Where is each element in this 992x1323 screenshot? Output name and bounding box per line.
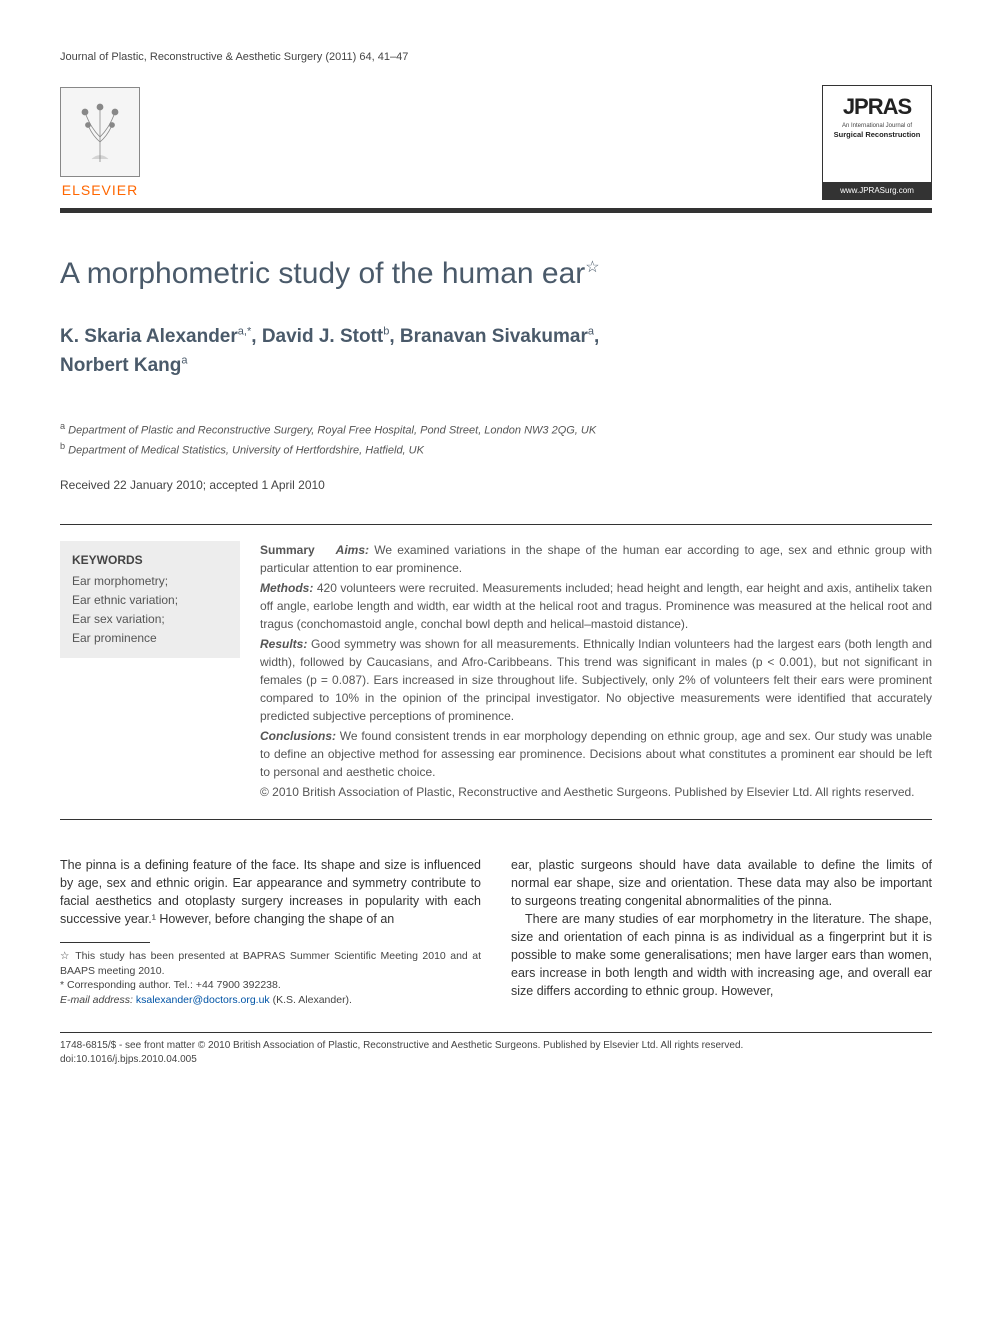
- body-columns: The pinna is a defining feature of the f…: [60, 856, 932, 1008]
- body-col-right: ear, plastic surgeons should have data a…: [511, 856, 932, 1008]
- results-label: Results:: [260, 637, 307, 651]
- footer-doi: doi:10.1016/j.bjps.2010.04.005: [60, 1053, 932, 1067]
- footnotes: ☆ This study has been presented at BAPRA…: [60, 949, 481, 1008]
- footnote-corr: * Corresponding author. Tel.: +44 7900 3…: [60, 978, 481, 993]
- author-2-sup: b: [383, 326, 389, 338]
- jpras-url: www.JPRASurg.com: [823, 182, 931, 199]
- authors: K. Skaria Alexandera,*, David J. Stottb,…: [60, 323, 932, 380]
- keyword-4: Ear prominence: [72, 629, 228, 648]
- summary: Summary Aims: We examined variations in …: [260, 541, 932, 803]
- affiliation-a: Department of Plastic and Reconstructive…: [68, 425, 596, 437]
- bottom-rule: [60, 1032, 932, 1033]
- jpras-title: JPRAS: [827, 92, 927, 123]
- conclusions-label: Conclusions:: [260, 729, 336, 743]
- author-4-sup: a: [181, 355, 187, 367]
- email-link[interactable]: ksalexander@doctors.org.uk: [136, 994, 270, 1006]
- elsevier-logo[interactable]: ELSEVIER: [60, 87, 140, 201]
- author-3: Branavan Sivakumar: [400, 326, 588, 347]
- footnote-star: ☆ This study has been presented at BAPRA…: [60, 949, 481, 978]
- logos-row: ELSEVIER JPRAS An International Journal …: [60, 85, 932, 200]
- summary-lead: Summary: [260, 543, 315, 557]
- keyword-2: Ear ethnic variation;: [72, 591, 228, 610]
- author-4: Norbert Kang: [60, 355, 181, 376]
- keyword-1: Ear morphometry;: [72, 572, 228, 591]
- email-suffix: (K.S. Alexander).: [270, 994, 352, 1006]
- footnote-rule: [60, 942, 150, 943]
- body-p3: There are many studies of ear morphometr…: [511, 910, 932, 1001]
- results-text: Good symmetry was shown for all measurem…: [260, 637, 932, 723]
- conclusions-text: We found consistent trends in ear morpho…: [260, 729, 932, 779]
- body-col-left: The pinna is a defining feature of the f…: [60, 856, 481, 1008]
- author-1-sup: a,*: [238, 326, 251, 338]
- keywords-title: KEYWORDS: [72, 551, 228, 570]
- abstract-block: KEYWORDS Ear morphometry; Ear ethnic var…: [60, 524, 932, 820]
- aims-label: Aims:: [336, 543, 369, 557]
- elsevier-tree-icon: [60, 87, 140, 177]
- title-star: ☆: [585, 259, 599, 276]
- elsevier-text: ELSEVIER: [62, 181, 138, 201]
- jpras-sub2: Surgical Reconstruction: [827, 130, 927, 141]
- title-text: A morphometric study of the human ear: [60, 257, 585, 290]
- footer-line: 1748-6815/$ - see front matter © 2010 Br…: [60, 1039, 932, 1053]
- author-3-sup: a: [588, 326, 594, 338]
- email-label: E-mail address:: [60, 994, 133, 1006]
- methods-text: 420 volunteers were recruited. Measureme…: [260, 581, 932, 631]
- jpras-sub1: An International Journal of: [827, 123, 927, 130]
- jpras-logo[interactable]: JPRAS An International Journal of Surgic…: [822, 85, 932, 200]
- header-rule: [60, 208, 932, 213]
- author-1: K. Skaria Alexander: [60, 326, 238, 347]
- bottom-footer: 1748-6815/$ - see front matter © 2010 Br…: [60, 1039, 932, 1067]
- author-2: David J. Stott: [262, 326, 383, 347]
- body-p1: The pinna is a defining feature of the f…: [60, 856, 481, 929]
- affiliations: a Department of Plastic and Reconstructi…: [60, 420, 932, 458]
- affiliation-b: Department of Medical Statistics, Univer…: [68, 444, 424, 456]
- methods-label: Methods:: [260, 581, 313, 595]
- journal-reference: Journal of Plastic, Reconstructive & Aes…: [60, 50, 932, 65]
- article-dates: Received 22 January 2010; accepted 1 Apr…: [60, 477, 932, 494]
- body-p2: ear, plastic surgeons should have data a…: [511, 856, 932, 910]
- summary-copyright: © 2010 British Association of Plastic, R…: [260, 783, 932, 801]
- article-title: A morphometric study of the human ear☆: [60, 253, 932, 295]
- keywords-box: KEYWORDS Ear morphometry; Ear ethnic var…: [60, 541, 240, 659]
- keyword-3: Ear sex variation;: [72, 610, 228, 629]
